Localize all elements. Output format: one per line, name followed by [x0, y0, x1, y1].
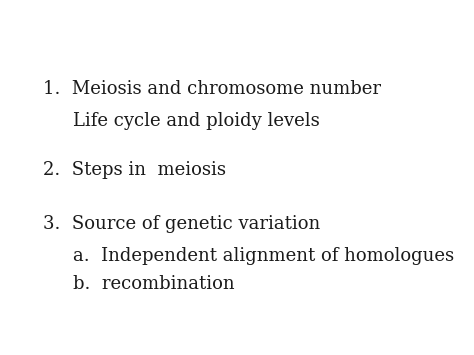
Text: 2.  Steps in  meiosis: 2. Steps in meiosis — [43, 162, 226, 179]
Text: 1.  Meiosis and chromosome number: 1. Meiosis and chromosome number — [43, 80, 381, 98]
Text: b.  recombination: b. recombination — [73, 275, 235, 293]
Text: Life cycle and ploidy levels: Life cycle and ploidy levels — [73, 112, 320, 130]
Text: 3.  Source of genetic variation: 3. Source of genetic variation — [43, 215, 320, 233]
Text: a.  Independent alignment of homologues: a. Independent alignment of homologues — [73, 247, 455, 264]
